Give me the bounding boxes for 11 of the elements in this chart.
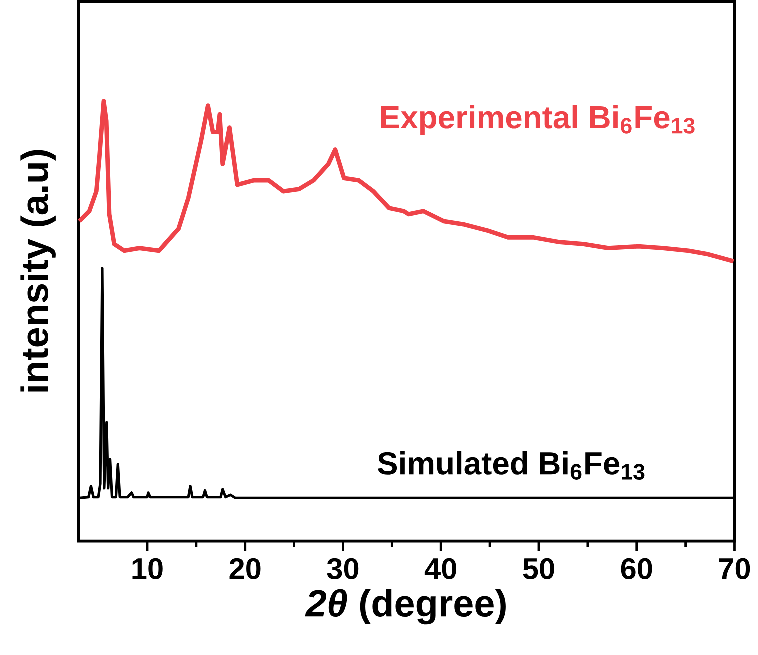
series-label: Simulated Bi$_{6}$Fe$_{13}$ xyxy=(378,451,645,480)
x-tick-label: 30 xyxy=(327,558,359,580)
x-tick-label: 10 xyxy=(132,558,163,580)
series-label: Experimental Bi$_{6}$Fe$_{13}$ xyxy=(381,105,695,135)
x-tick-label: 50 xyxy=(523,558,554,580)
x-tick-label: 40 xyxy=(424,558,456,580)
x-tick-label: 70 xyxy=(719,558,750,580)
y-axis-title: intensity (a.u) xyxy=(20,150,56,392)
x-axis-title: 2θ (degree) xyxy=(305,589,506,625)
x-tick-label: 60 xyxy=(621,558,652,580)
x-tick-label: 20 xyxy=(230,558,261,580)
